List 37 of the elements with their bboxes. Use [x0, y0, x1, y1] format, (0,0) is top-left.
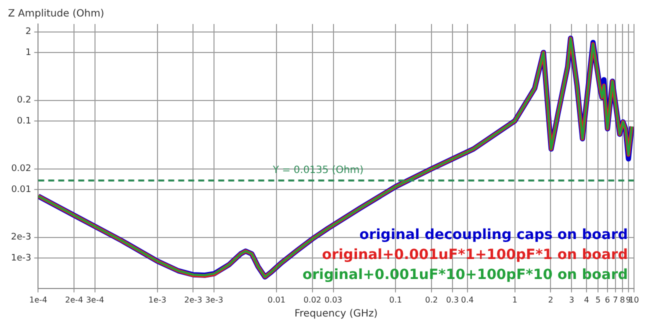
x-tick-label: 2e-3 — [184, 295, 202, 304]
y-axis-title: Z Amplitude (Ohm) — [8, 8, 104, 20]
y-tick-label: 0.1 — [16, 116, 32, 126]
x-tick-label: 4 — [584, 295, 590, 304]
y-tick-label: 0.01 — [11, 184, 32, 195]
x-tick-label: 2 — [548, 295, 554, 304]
series-label: original+0.001uF*10+100pF*10 on board — [302, 267, 628, 284]
ref-line-label: Y = 0.0135 (Ohm) — [272, 165, 364, 176]
series-label: original decoupling caps on board — [359, 227, 628, 244]
x-tick-label: 7 — [612, 295, 618, 304]
x-tick-label: 0.03 — [324, 295, 342, 304]
x-axis-title: Frequency (GHz) — [294, 308, 378, 320]
x-tick-label: 9 — [626, 295, 632, 304]
x-tick-label: 2e-4 — [65, 295, 84, 304]
x-tick-label: 1e-3 — [148, 295, 166, 304]
x-tick-label: 0.01 — [268, 295, 286, 304]
y-tick-label: 0.2 — [16, 96, 32, 106]
y-tick-label: 1e-3 — [10, 253, 32, 264]
x-tick-label: 6 — [604, 295, 610, 304]
x-tick-label: 0.3 — [446, 295, 459, 304]
x-tick-label: 5 — [596, 295, 601, 304]
x-tick-label: 0.4 — [461, 295, 474, 304]
x-tick-label: 8 — [620, 295, 625, 304]
x-tick-label: 1 — [512, 295, 518, 304]
x-tick-label: 10 — [628, 295, 640, 304]
x-tick-label: 0.2 — [425, 295, 438, 304]
x-tick-label: 0.1 — [389, 295, 402, 304]
x-tick-label: 3e-4 — [86, 295, 104, 304]
x-tick-label: 3e-3 — [205, 295, 224, 304]
y-tick-label: 2 — [26, 27, 32, 38]
x-tick-label: 3 — [569, 295, 574, 304]
series-label: original+0.001uF*1+100pF*1 on board — [322, 247, 628, 264]
x-tick-label: 0.02 — [303, 295, 322, 304]
y-tick-label: 1 — [26, 48, 32, 58]
y-tick-label: 0.02 — [11, 164, 32, 174]
x-tick-label: 1e-4 — [29, 295, 48, 304]
y-tick-label: 2e-3 — [10, 232, 32, 243]
